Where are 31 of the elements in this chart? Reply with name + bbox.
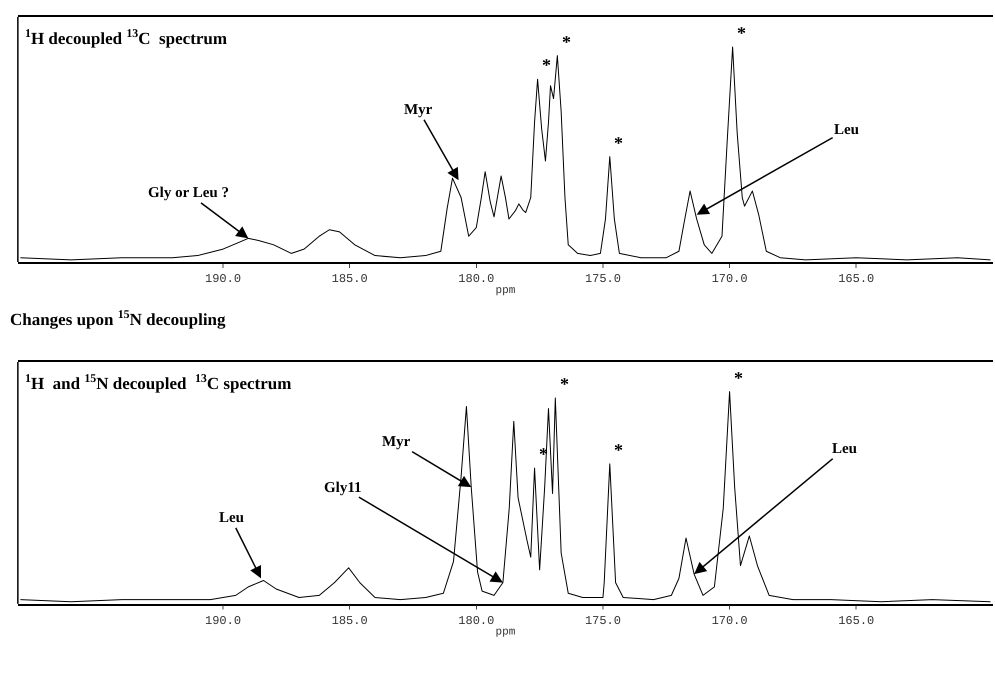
annotation: Gly11: [324, 480, 362, 496]
x-tick-label: 175.0: [584, 614, 621, 628]
x-tick-label: 190.0: [205, 272, 242, 286]
x-tick-label: 185.0: [332, 272, 368, 286]
text: Changes upon $^{15}$N decoupling: [10, 307, 226, 330]
chart-title: $^{1}$H decoupled $^{13}$C spectrum: [25, 26, 228, 48]
x-tick-label: 190.0: [205, 614, 242, 628]
annotation: *: [614, 133, 623, 153]
annotation: Leu: [219, 510, 244, 526]
x-tick-label: 180.0: [458, 272, 494, 286]
chart-title: $^{1}$H and $^{15}$N decoupled $^{13}$C spectrum: [25, 371, 292, 394]
annotation: Leu: [834, 122, 860, 138]
annotation: *: [542, 55, 551, 75]
annotation: Leu: [832, 441, 858, 457]
annotation: *: [737, 23, 746, 43]
x-tick-label: 185.0: [332, 614, 368, 628]
x-axis-title: ppm: [496, 284, 516, 297]
x-axis-title: ppm: [496, 626, 516, 639]
x-tick-label: 165.0: [838, 614, 874, 628]
x-tick-label: 170.0: [712, 272, 748, 286]
annotation: *: [614, 440, 623, 460]
annotation: Gly or Leu ?: [148, 185, 229, 201]
annotation: *: [734, 368, 743, 388]
x-tick-label: 165.0: [838, 272, 874, 286]
x-tick-label: 180.0: [458, 614, 494, 628]
x-tick-label: 170.0: [712, 614, 748, 628]
annotation: Myr: [404, 102, 433, 118]
annotation: *: [560, 374, 569, 394]
x-tick-label: 175.0: [584, 272, 621, 286]
annotation: Myr: [382, 434, 411, 450]
annotation: *: [562, 32, 571, 52]
